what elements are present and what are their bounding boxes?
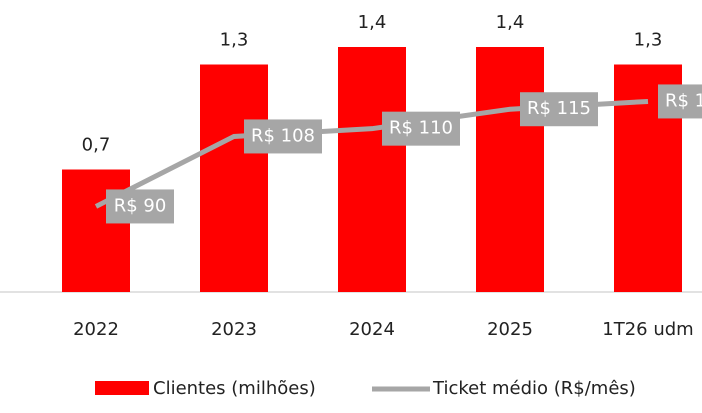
legend-label: Ticket médio (R$/mês) [432,378,636,399]
bar-value-label: 1,4 [496,12,525,33]
line-label-box [520,92,598,127]
line-value-label: R$ 117 [665,90,702,111]
bar-value-label: 1,4 [358,12,387,33]
x-tick-label: 2023 [211,319,257,340]
x-tick-label: 2024 [349,319,395,340]
line-label-box [244,119,322,154]
line-value-label: R$ 110 [389,118,453,139]
line-label-box [382,111,460,146]
bar-value-label: 1,3 [634,30,663,51]
x-tick-label: 1T26 udm [602,319,693,340]
line-value-label: R$ 108 [251,125,315,146]
line-label-box [106,189,174,224]
bar [476,47,544,292]
legend-label: Clientes (milhões) [153,378,316,399]
legend-swatch [95,381,149,395]
line-value-label: R$ 115 [527,98,591,119]
x-tick-label: 2025 [487,319,533,340]
bar [62,169,130,292]
bar [338,47,406,292]
line-value-label: R$ 90 [114,195,167,216]
x-tick-label: 2022 [73,319,119,340]
bar-value-label: 1,3 [220,30,249,51]
bar [200,64,268,292]
bar-value-label: 0,7 [82,135,111,156]
line-label-box [658,84,702,119]
